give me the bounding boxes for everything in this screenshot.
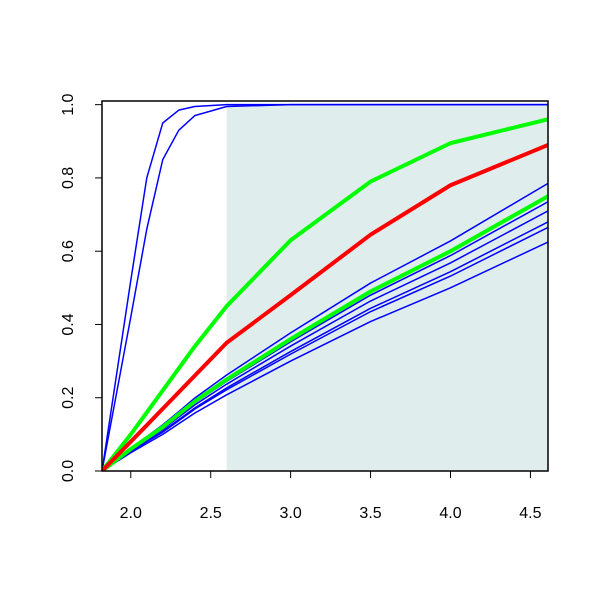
x-tick-label: 2.0 xyxy=(120,505,142,522)
y-tick-label: 1.0 xyxy=(60,93,77,115)
series-line xyxy=(102,103,548,471)
y-tick-label: 0.6 xyxy=(60,240,77,262)
y-tick-label: 0.8 xyxy=(60,167,77,189)
x-tick-label: 3.0 xyxy=(280,505,302,522)
x-tick-label: 2.5 xyxy=(200,505,222,522)
series-line xyxy=(102,226,548,471)
y-tick-label: 0.4 xyxy=(60,313,77,335)
y-tick-label: 0.0 xyxy=(60,460,77,482)
y-tick-label: 0.2 xyxy=(60,387,77,409)
plot-lines xyxy=(102,103,548,471)
series-line xyxy=(102,143,548,471)
x-tick-label: 4.5 xyxy=(519,505,541,522)
series-line xyxy=(102,117,548,471)
x-tick-label: 4.0 xyxy=(439,505,461,522)
plot-box xyxy=(101,100,549,472)
x-tick-label: 3.5 xyxy=(359,505,381,522)
series-line xyxy=(102,241,548,471)
series-line xyxy=(102,194,548,471)
shaded-region xyxy=(226,104,548,471)
